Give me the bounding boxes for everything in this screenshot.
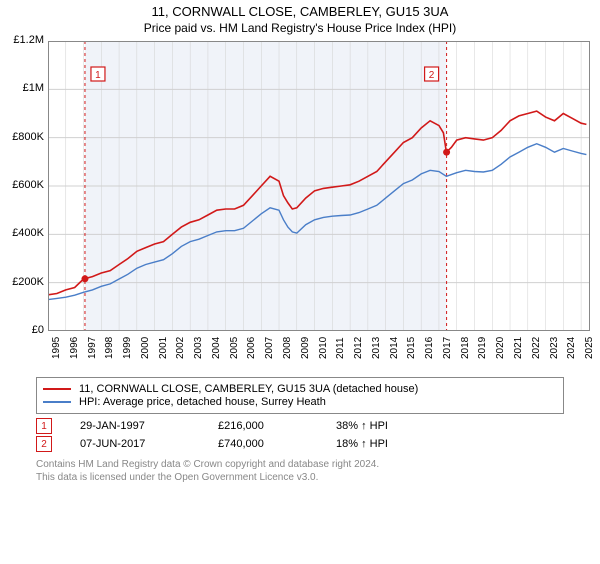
x-tick-label: 2014 [389, 337, 400, 359]
x-tick-label: 2016 [424, 337, 435, 359]
sale-price: £740,000 [218, 438, 308, 450]
sale-marker-icon: 1 [36, 418, 52, 434]
x-tick-label: 1997 [87, 337, 98, 359]
x-tick-label: 2002 [175, 337, 186, 359]
sale-hpi-delta: 38% ↑ HPI [336, 420, 388, 432]
x-tick-label: 1998 [104, 337, 115, 359]
x-tick-label: 2020 [495, 337, 506, 359]
x-tick-label: 2012 [353, 337, 364, 359]
sale-hpi-delta: 18% ↑ HPI [336, 438, 388, 450]
sale-date: 29-JAN-1997 [80, 420, 190, 432]
x-tick-label: 2011 [335, 337, 346, 359]
legend-swatch [43, 401, 71, 403]
x-tick-label: 2009 [300, 337, 311, 359]
chart-subtitle: Price paid vs. HM Land Registry's House … [0, 21, 600, 35]
x-tick-label: 2019 [477, 337, 488, 359]
y-tick-label: £0 [32, 324, 44, 336]
x-tick-label: 2004 [211, 337, 222, 359]
x-tick-label: 2023 [549, 337, 560, 359]
x-tick-label: 2017 [442, 337, 453, 359]
sale-row: 2 07-JUN-2017 £740,000 18% ↑ HPI [36, 436, 564, 452]
y-tick-label: £1.2M [13, 34, 44, 46]
legend-swatch [43, 388, 71, 390]
x-tick-label: 2022 [531, 337, 542, 359]
y-tick-label: £1M [23, 82, 44, 94]
x-tick-label: 2025 [584, 337, 595, 359]
x-tick-label: 2006 [246, 337, 257, 359]
x-tick-label: 2000 [140, 337, 151, 359]
legend-row: 11, CORNWALL CLOSE, CAMBERLEY, GU15 3UA … [43, 383, 557, 395]
line-chart: 12 [48, 41, 590, 331]
sale-row: 1 29-JAN-1997 £216,000 38% ↑ HPI [36, 418, 564, 434]
footer-attribution: Contains HM Land Registry data © Crown c… [36, 458, 564, 484]
legend-label: 11, CORNWALL CLOSE, CAMBERLEY, GU15 3UA … [79, 383, 418, 395]
y-tick-label: £600K [12, 179, 44, 191]
x-tick-label: 2010 [318, 337, 329, 359]
x-tick-label: 2005 [229, 337, 240, 359]
x-tick-label: 2001 [158, 337, 169, 359]
x-tick-label: 2015 [406, 337, 417, 359]
legend-row: HPI: Average price, detached house, Surr… [43, 396, 557, 408]
sales-table: 1 29-JAN-1997 £216,000 38% ↑ HPI 2 07-JUN-201… [36, 418, 564, 452]
x-tick-label: 2018 [460, 337, 471, 359]
x-tick-label: 2003 [193, 337, 204, 359]
x-tick-label: 2007 [264, 337, 275, 359]
x-tick-label: 2008 [282, 337, 293, 359]
y-tick-label: £200K [12, 276, 44, 288]
legend: 11, CORNWALL CLOSE, CAMBERLEY, GU15 3UA … [36, 377, 564, 414]
x-tick-label: 1995 [51, 337, 62, 359]
x-tick-label: 2024 [566, 337, 577, 359]
sale-date: 07-JUN-2017 [80, 438, 190, 450]
svg-text:2: 2 [429, 70, 435, 81]
y-tick-label: £400K [12, 227, 44, 239]
x-axis-labels: 1995 1996 1997 1998 1999 2000 2001 2002 2003 2004… [48, 331, 590, 371]
legend-label: HPI: Average price, detached house, Surr… [79, 396, 326, 408]
sale-marker-icon: 2 [36, 436, 52, 452]
x-tick-label: 1999 [122, 337, 133, 359]
footer-line-1: Contains HM Land Registry data © Crown c… [36, 458, 564, 471]
chart-title: 11, CORNWALL CLOSE, CAMBERLEY, GU15 3UA [0, 4, 600, 19]
svg-text:1: 1 [95, 70, 101, 81]
x-tick-label: 2021 [513, 337, 524, 359]
x-tick-label: 1996 [69, 337, 80, 359]
footer-line-2: This data is licensed under the Open Gov… [36, 471, 564, 484]
sale-price: £216,000 [218, 420, 308, 432]
y-tick-label: £800K [12, 131, 44, 143]
chart-area: 12 £0£200K£400K£600K£800K£1M£1.2M [48, 41, 590, 331]
x-tick-label: 2013 [371, 337, 382, 359]
